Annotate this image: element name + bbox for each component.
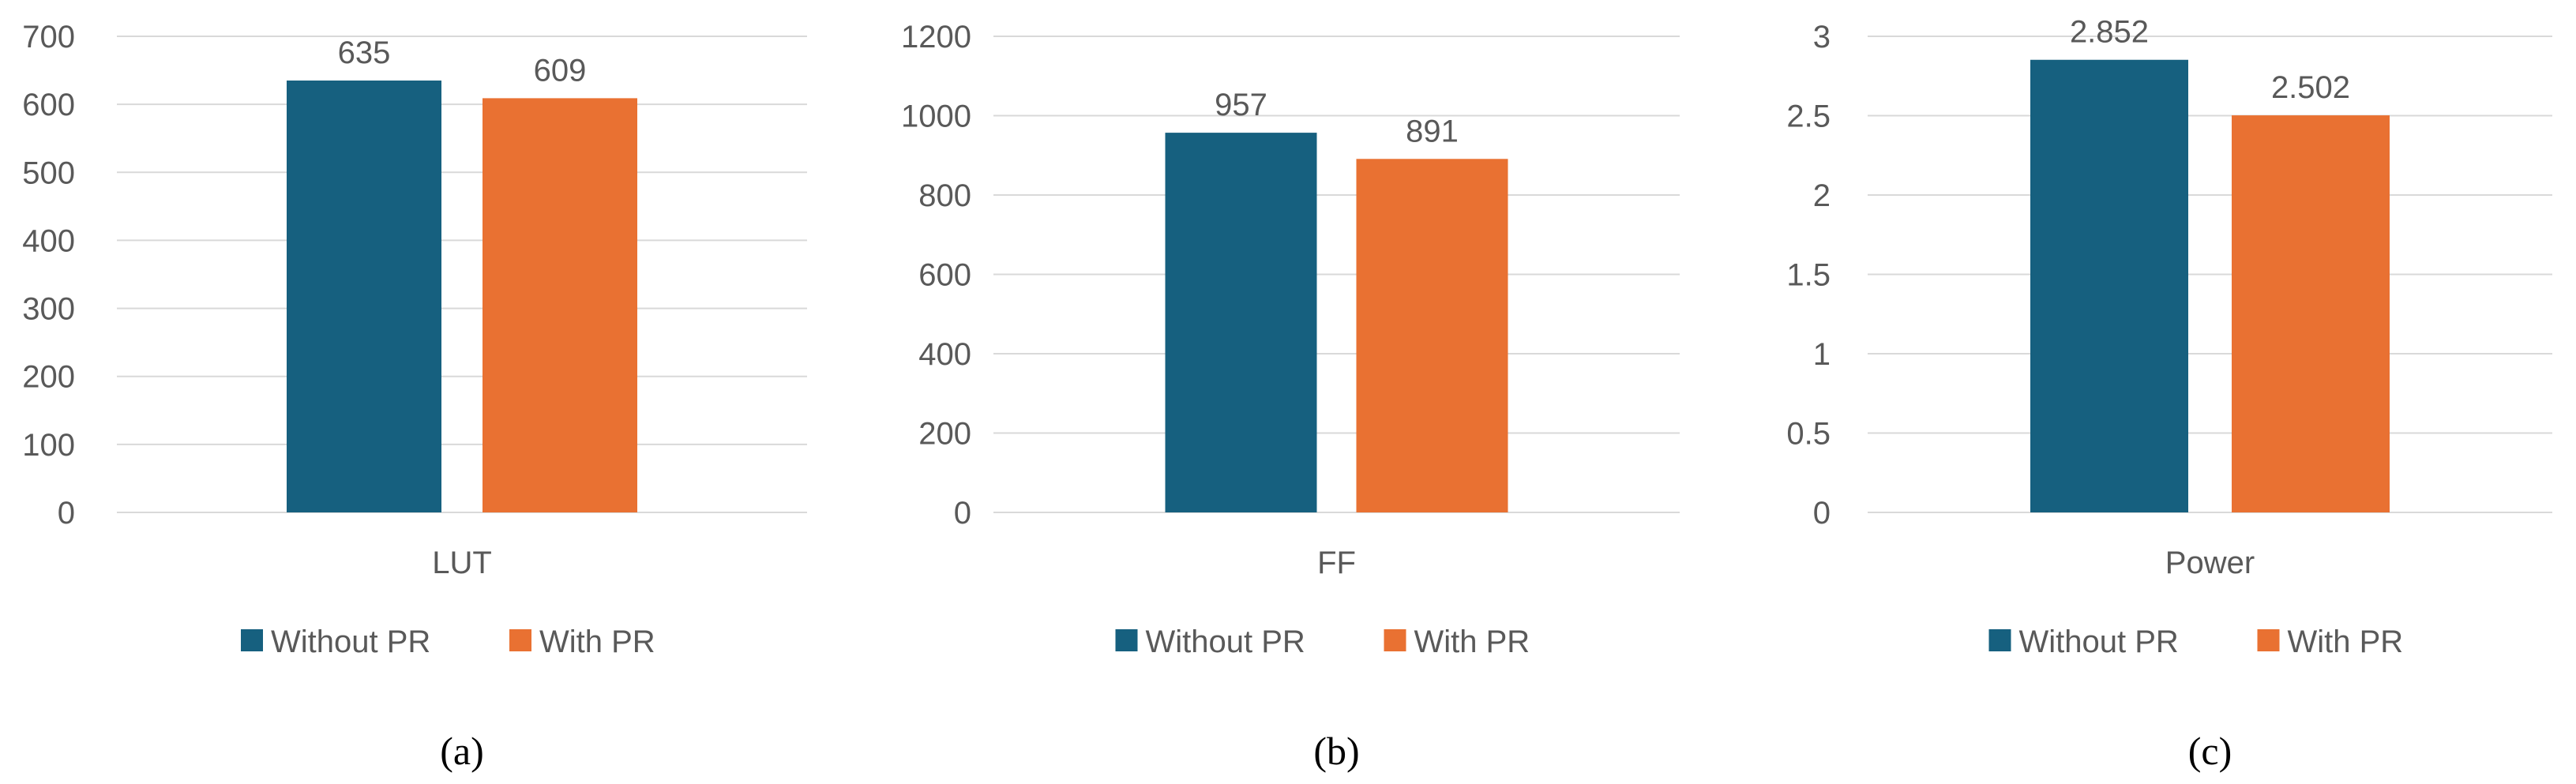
y-tick-label: 600	[22, 88, 75, 122]
data-label: 635	[338, 36, 391, 70]
legend-label: With PR	[539, 625, 655, 659]
data-label: 891	[1406, 114, 1459, 148]
legend-label: With PR	[1414, 625, 1530, 659]
bar-with-pr	[1356, 159, 1508, 512]
legend-swatch-without-pr	[1115, 629, 1138, 651]
y-tick-label: 0.5	[1786, 417, 1831, 452]
x-category-label: FF	[1317, 546, 1356, 580]
y-tick-label: 0	[954, 496, 971, 531]
figure-caption: (c)	[2188, 729, 2232, 773]
y-tick-label: 0	[1813, 496, 1831, 531]
figure-caption: (a)	[440, 729, 484, 773]
y-tick-label: 400	[918, 337, 971, 372]
legend-label: Without PR	[1146, 625, 1305, 659]
data-label: 2.502	[2271, 70, 2350, 105]
bar-with-pr	[2232, 115, 2390, 512]
y-tick-label: 0	[58, 496, 75, 531]
legend-swatch-without-pr	[241, 629, 263, 651]
legend-swatch-without-pr	[1988, 629, 2011, 651]
legend-label: Without PR	[271, 625, 430, 659]
legend-swatch-with-pr	[2257, 629, 2280, 651]
y-tick-label: 300	[22, 292, 75, 327]
legend-label: With PR	[2288, 625, 2404, 659]
data-label: 957	[1215, 88, 1267, 122]
bar-without-pr	[287, 80, 441, 512]
y-tick-label: 700	[22, 20, 75, 54]
y-tick-label: 1200	[901, 20, 971, 54]
y-tick-label: 1	[1813, 337, 1831, 372]
legend-swatch-with-pr	[1384, 629, 1406, 651]
y-tick-label: 600	[918, 258, 971, 293]
y-tick-label: 500	[22, 156, 75, 190]
y-tick-label: 1000	[901, 99, 971, 134]
y-tick-label: 100	[22, 428, 75, 463]
y-tick-label: 2	[1813, 178, 1831, 213]
y-tick-label: 1.5	[1786, 258, 1831, 293]
y-tick-label: 200	[918, 417, 971, 452]
figure-caption: (b)	[1313, 729, 1359, 773]
chart-c-power: 0 0.5 1 1.5 2 2.5 3 2.852 2.502 Power Without PR Wi…	[1786, 15, 2552, 773]
chart-b-ff: 0 200 400 600 800 1000 1200 957 891 FF Without PR W…	[901, 20, 1680, 773]
y-tick-label: 200	[22, 360, 75, 395]
y-tick-label: 400	[22, 223, 75, 258]
y-tick-label: 800	[918, 178, 971, 213]
legend-label: Without PR	[2019, 625, 2179, 659]
x-category-label: Power	[2165, 546, 2255, 580]
legend-swatch-with-pr	[509, 629, 531, 651]
bar-without-pr	[1165, 133, 1317, 513]
y-tick-label: 2.5	[1786, 99, 1831, 134]
bar-with-pr	[483, 98, 637, 512]
data-label: 609	[534, 53, 587, 88]
y-tick-label: 3	[1813, 20, 1831, 54]
x-category-label: LUT	[432, 546, 492, 580]
bar-without-pr	[2030, 59, 2188, 513]
data-label: 2.852	[2070, 15, 2149, 50]
chart-a-lut: 0 100 200 300 400 500 600 700 635 609 LUT Without P…	[22, 20, 807, 773]
